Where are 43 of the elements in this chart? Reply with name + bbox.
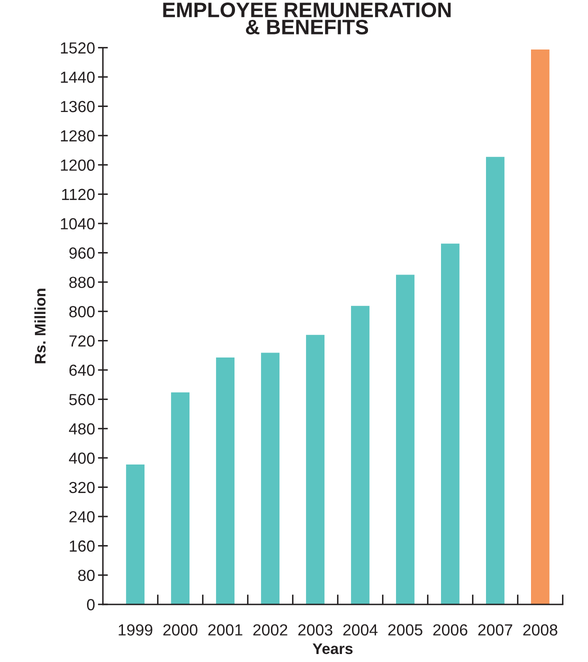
y-axis-title: Rs. Million: [34, 288, 46, 364]
y-tick-label: 1120: [62, 188, 95, 200]
chart-title: EMPLOYEE REMUNERATION & BENEFITS: [163, 2, 451, 34]
x-axis-title: Years: [312, 643, 353, 654]
y-tick-label: 160: [70, 540, 95, 552]
y-tick-label: 320: [69, 482, 95, 494]
x-tick-label: 1999: [118, 624, 152, 636]
x-tick-label: 2008: [523, 624, 558, 636]
bar: [396, 274, 414, 604]
y-tick-label: 80: [78, 570, 95, 582]
y-tick-label: 1440: [60, 72, 95, 83]
y-tick-label: 1360: [60, 100, 95, 112]
x-tick-label: 2003: [298, 624, 332, 636]
y-tick-label: 480: [68, 423, 95, 435]
y-tick-label: 560: [69, 394, 95, 406]
x-tick-label: 2005: [388, 624, 422, 636]
bar: [441, 244, 460, 604]
bar: [351, 306, 370, 604]
bar: [216, 358, 234, 604]
y-tick-label: 640: [69, 364, 95, 376]
x-tick-label: 2007: [478, 624, 512, 636]
y-tick-label: 720: [69, 335, 95, 347]
y-tick-label: 1200: [60, 160, 95, 171]
y-tick-label: 960: [69, 247, 95, 259]
y-tick-label: 800: [69, 306, 95, 318]
x-tick-label: 2001: [208, 624, 242, 636]
x-tick-label: 2002: [253, 624, 288, 636]
y-tick-label: 1280: [60, 130, 95, 142]
x-tick-label: 2006: [433, 624, 468, 636]
y-tick-label: 1520: [60, 42, 95, 54]
x-tick-label: 2000: [163, 624, 198, 636]
bar: [486, 156, 504, 604]
y-tick-label: 1040: [60, 218, 95, 230]
y-tick-label: 240: [69, 511, 95, 522]
bar: [171, 392, 190, 604]
bar: [306, 334, 324, 604]
bar: [261, 352, 280, 604]
bar: [126, 464, 145, 604]
y-tick-label: 400: [68, 452, 95, 464]
x-tick-label: 2004: [343, 624, 378, 636]
y-tick-label: 880: [69, 276, 95, 288]
bar: [530, 49, 550, 604]
y-tick-label: 0: [87, 599, 95, 610]
